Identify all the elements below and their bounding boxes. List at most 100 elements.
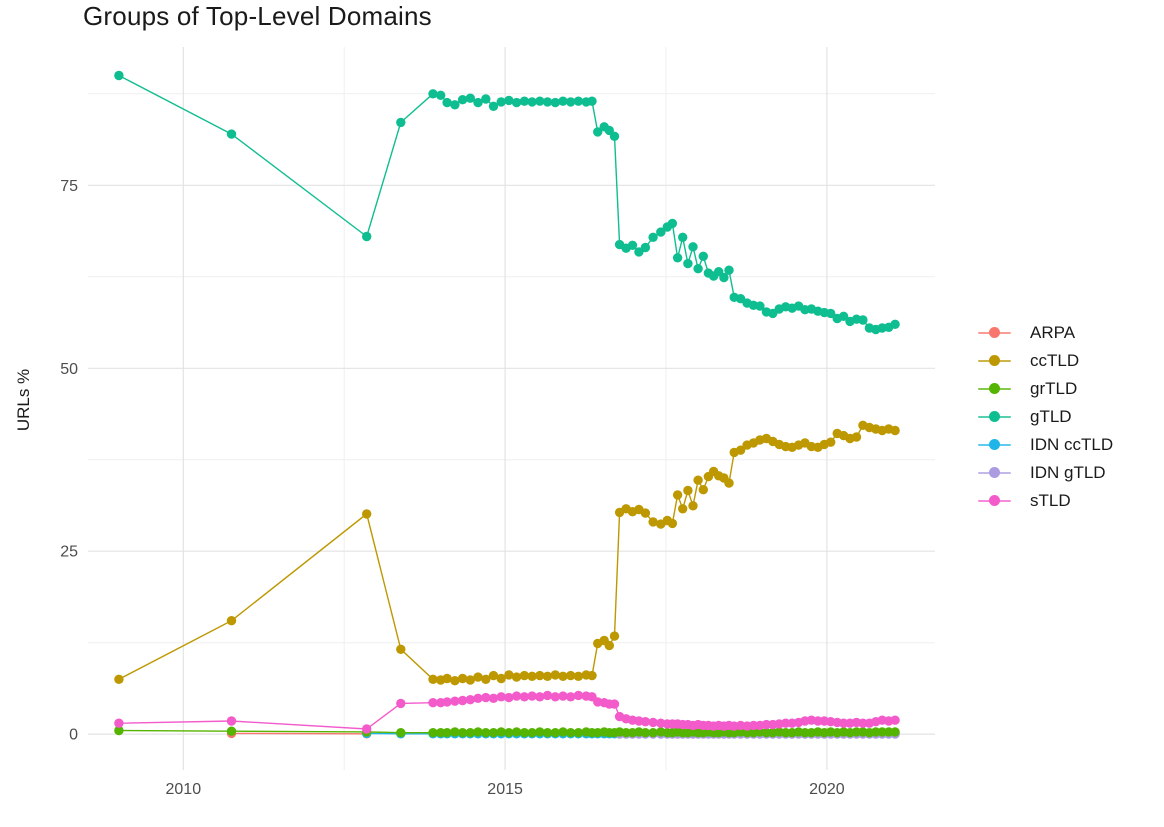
data-point — [535, 96, 545, 106]
data-point — [838, 311, 849, 321]
legend-item-label: IDN gTLD — [1030, 463, 1106, 482]
data-point — [542, 97, 553, 107]
data-point — [851, 432, 862, 442]
data-point — [640, 242, 651, 253]
data-point — [473, 672, 483, 682]
data-point — [535, 692, 545, 702]
legend-key-icon — [978, 463, 1011, 483]
data-point — [362, 724, 372, 734]
data-point — [504, 95, 514, 106]
data-point — [609, 131, 620, 141]
data-point — [693, 475, 703, 485]
data-point — [114, 725, 124, 736]
data-point — [396, 117, 406, 128]
legend-key-icon — [978, 351, 1011, 371]
data-point — [587, 96, 597, 106]
data-point — [678, 232, 688, 242]
data-point — [519, 670, 530, 681]
data-point — [535, 727, 545, 737]
data-point — [114, 674, 124, 684]
data-point — [450, 727, 460, 737]
data-point — [527, 671, 537, 681]
data-point — [558, 727, 568, 737]
series-ARPA — [226, 728, 372, 739]
data-point — [442, 97, 452, 108]
data-point — [890, 319, 900, 329]
data-point — [488, 693, 499, 703]
data-point — [114, 718, 124, 728]
gridlines-major — [88, 47, 935, 770]
data-point — [877, 727, 887, 737]
data-point — [428, 728, 438, 738]
legend-item-label: ARPA — [1030, 323, 1076, 342]
data-point — [604, 640, 614, 651]
data-point — [890, 425, 900, 436]
data-point — [648, 517, 658, 527]
data-point — [504, 692, 514, 703]
data-point — [724, 478, 734, 488]
data-point — [667, 218, 678, 229]
data-point — [488, 101, 499, 112]
chart-title: Groups of Top-Level Domains — [83, 1, 432, 31]
data-point — [496, 97, 506, 107]
data-point — [858, 315, 868, 325]
data-point — [465, 93, 475, 103]
data-point — [535, 670, 545, 681]
data-point — [450, 696, 460, 706]
y-tick-label: 50 — [60, 361, 78, 378]
legend-item-label: ccTLD — [1030, 351, 1080, 370]
legend-key-icon — [978, 435, 1011, 455]
data-point — [488, 670, 499, 681]
data-point — [648, 232, 658, 242]
data-point — [648, 717, 658, 728]
series-gTLD-line — [118, 74, 896, 331]
legend-item-label: gTLD — [1030, 407, 1072, 426]
data-point — [442, 697, 452, 707]
data-point — [566, 97, 576, 107]
data-point — [640, 717, 651, 727]
data-point — [656, 227, 666, 237]
data-point — [688, 501, 698, 511]
data-point — [527, 97, 537, 107]
data-point — [226, 616, 237, 626]
data-point — [735, 445, 746, 455]
legend-key-icon — [978, 379, 1011, 399]
data-point — [496, 673, 506, 684]
data-point — [627, 240, 638, 250]
data-point — [719, 272, 729, 283]
data-point — [566, 728, 576, 738]
legend-item-ccTLD: ccTLD — [978, 351, 1113, 371]
data-point — [428, 89, 438, 99]
data-point — [693, 264, 703, 274]
data-point — [442, 728, 452, 738]
data-point — [683, 258, 693, 269]
data-point — [428, 674, 438, 684]
series-gTLD — [114, 70, 900, 335]
legend-item-IDN-ccTLD: IDN ccTLD — [978, 435, 1113, 455]
data-point — [226, 726, 237, 736]
data-point — [428, 698, 438, 708]
y-tick-label: 25 — [60, 544, 78, 561]
data-point — [114, 70, 124, 81]
data-point — [527, 728, 537, 738]
data-point — [457, 95, 468, 105]
data-point — [519, 728, 530, 738]
data-point — [473, 693, 483, 703]
data-point — [826, 308, 836, 319]
legend-key-icon — [978, 407, 1011, 427]
legend-item-ARPA: ARPA — [978, 323, 1113, 343]
data-point — [890, 715, 900, 725]
data-point — [496, 692, 506, 702]
axis-tick-labels: 2010 2015 2020 0 25 50 75 — [60, 178, 845, 798]
data-point — [573, 690, 584, 701]
legend-item-sTLD: sTLD — [978, 491, 1113, 511]
data-point — [683, 485, 693, 496]
data-point — [558, 671, 568, 681]
data-point — [542, 728, 553, 738]
legend-item-grTLD: grTLD — [978, 379, 1113, 399]
data-point — [488, 728, 499, 738]
data-point — [457, 728, 468, 738]
data-point — [362, 231, 372, 242]
data-point — [826, 437, 836, 447]
